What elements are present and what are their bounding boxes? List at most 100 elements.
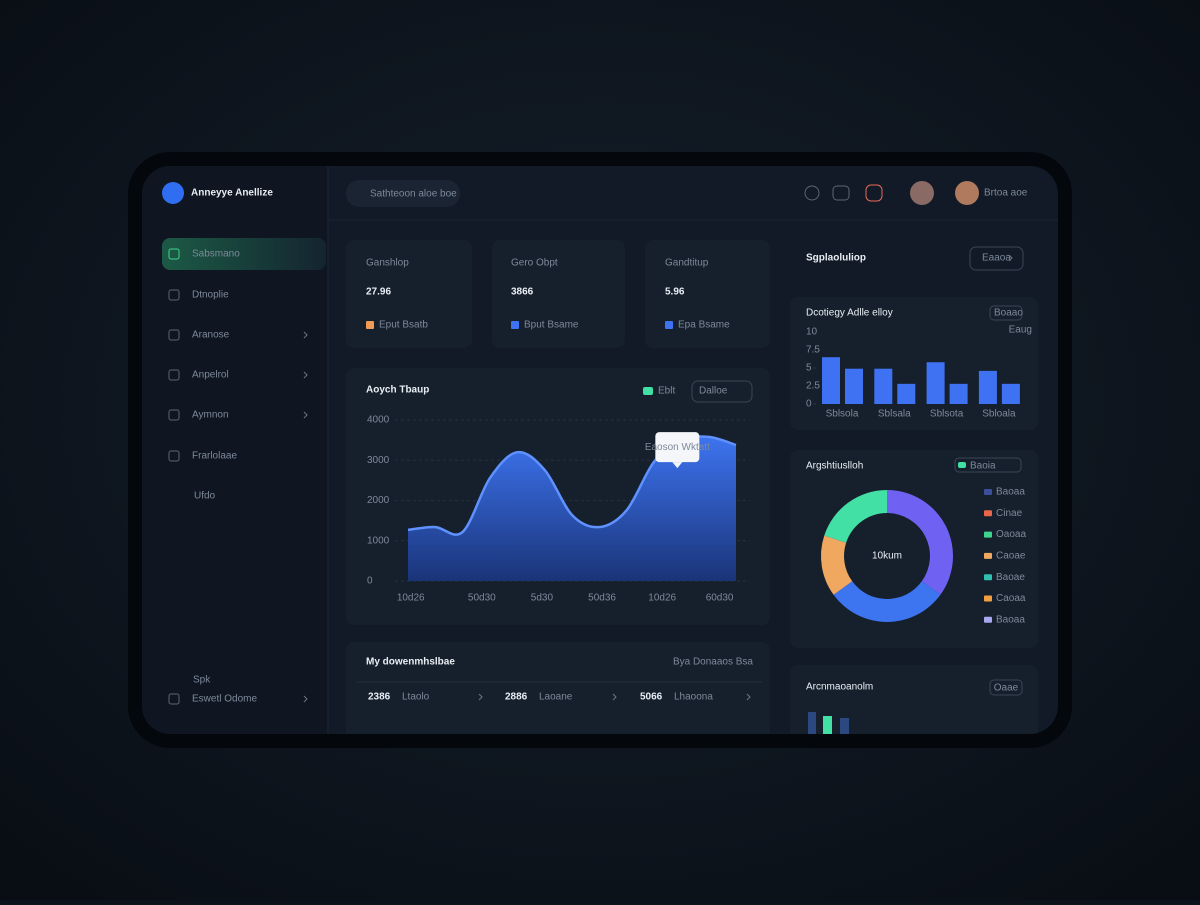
legend-label: Baoia [970, 461, 996, 472]
nav-item[interactable]: Aymnon [192, 410, 229, 421]
button[interactable] [989, 305, 1023, 321]
legend-swatch [984, 595, 992, 602]
logo [162, 182, 184, 204]
card [492, 240, 625, 348]
brand: Anneyye Anellize [191, 188, 273, 199]
kpi-dot [665, 321, 673, 329]
legend-swatch [984, 574, 992, 581]
button[interactable] [989, 679, 1023, 696]
chart-title: Dcotiegy Adlle elloy [806, 308, 893, 319]
legend-swatch [984, 510, 992, 517]
mini-bar [840, 718, 849, 734]
area [408, 436, 736, 581]
item-label: Lhaoona [674, 692, 713, 703]
donut-segment [824, 490, 887, 543]
bar [926, 362, 945, 404]
donut-center: 10kum [872, 551, 902, 562]
y-tick-label: 3000 [367, 455, 390, 466]
item-value: 2386 [368, 692, 391, 703]
nav-icon [168, 248, 180, 260]
card-title: My dowenmhslbae [366, 657, 455, 668]
nav-icon [168, 329, 180, 341]
button-label: Dalloe [699, 386, 728, 397]
bar [822, 357, 840, 404]
tooltip-tip [672, 462, 683, 469]
x-tick-label: Sblsala [878, 409, 911, 420]
y-tick-label: 1000 [367, 535, 390, 546]
legend-swatch [984, 489, 992, 495]
chart-title: Argshtiuslloh [806, 461, 863, 472]
kpi-label: Ganshlop [366, 258, 409, 269]
button-label: Eaaoa [982, 253, 1011, 264]
item-value: 5066 [640, 692, 663, 703]
y-tick-label: 0 [806, 399, 812, 410]
bar [949, 383, 968, 404]
nav-icon [168, 693, 180, 705]
x-tick-label: Sbloala [982, 409, 1016, 420]
bar [897, 383, 916, 404]
chevron [1008, 254, 1013, 262]
button[interactable] [954, 457, 1022, 473]
kpi-dot [366, 321, 374, 329]
nav-item[interactable]: Sabsmano [192, 249, 240, 260]
y-tick-label: 4000 [367, 415, 390, 426]
nav-item[interactable]: Anpelrol [192, 370, 229, 381]
y-tick-label: 0 [367, 576, 373, 587]
search-box[interactable] [346, 180, 460, 207]
nav-active[interactable] [162, 238, 326, 270]
button-label: Oaae [994, 683, 1019, 694]
button[interactable] [969, 246, 1024, 271]
screen: Anneyye Anellize Sathteoon aloe boe Brtoa … [142, 166, 1058, 734]
nav-icon [168, 409, 180, 421]
icon[interactable] [804, 185, 820, 201]
card [346, 240, 472, 348]
legend-label: Oaoaa [996, 529, 1026, 540]
nav-item[interactable]: Eswetl Odome [192, 694, 257, 705]
nav-item[interactable]: Dtnoplie [192, 290, 229, 301]
nav-icon [168, 450, 180, 462]
mini-bar [808, 712, 816, 734]
legend-label: Cinae [996, 508, 1023, 519]
item-label: Laoane [539, 692, 573, 703]
nav-item[interactable]: Aranose [192, 330, 230, 341]
card-title: Arcnmaoanolm [806, 682, 873, 693]
kpi-label: Gero Obpt [511, 258, 558, 269]
kpi-label: Gandtitup [665, 258, 709, 269]
button[interactable] [691, 380, 753, 403]
chevron [303, 371, 308, 379]
donut-segment [833, 581, 941, 623]
x-tick-label: 50d30 [468, 593, 496, 604]
legend-swatch [984, 616, 992, 623]
avatar[interactable] [910, 181, 934, 205]
kpi-value: 5.96 [665, 287, 685, 298]
chevron [303, 411, 308, 419]
legend-label: Baoaa [996, 614, 1025, 625]
item-value: 2886 [505, 692, 528, 703]
donut-segment [821, 535, 853, 595]
legend-label: Baoaa [996, 487, 1025, 498]
bar [1001, 383, 1020, 404]
x-tick-label: Sblsota [930, 409, 964, 420]
kpi-sub: Bput Bsame [524, 320, 579, 331]
legend-swatch [984, 552, 992, 559]
nav-icon [168, 289, 180, 301]
nav-item[interactable]: Frarlolaae [192, 451, 237, 462]
x-tick-label: Sblsola [826, 409, 859, 420]
kpi-sub: Eput Bsatb [379, 320, 428, 331]
tooltip [655, 432, 700, 463]
legend-swatch [643, 387, 653, 395]
nav-item[interactable]: Ufdo [194, 491, 216, 502]
chart-title: Aoych Tbaup [366, 385, 429, 396]
kpi-value: 3866 [511, 287, 534, 298]
chevron [303, 695, 308, 703]
avatar[interactable] [955, 181, 979, 205]
icon[interactable] [832, 185, 850, 201]
legend-label: Eblt [658, 386, 675, 397]
y-tick-label: 5 [806, 363, 812, 374]
button-label: Boaao [994, 308, 1023, 319]
bar [874, 368, 893, 404]
nav-icon [168, 369, 180, 381]
x-tick-label: 50d36 [588, 593, 616, 604]
icon[interactable] [865, 184, 883, 202]
